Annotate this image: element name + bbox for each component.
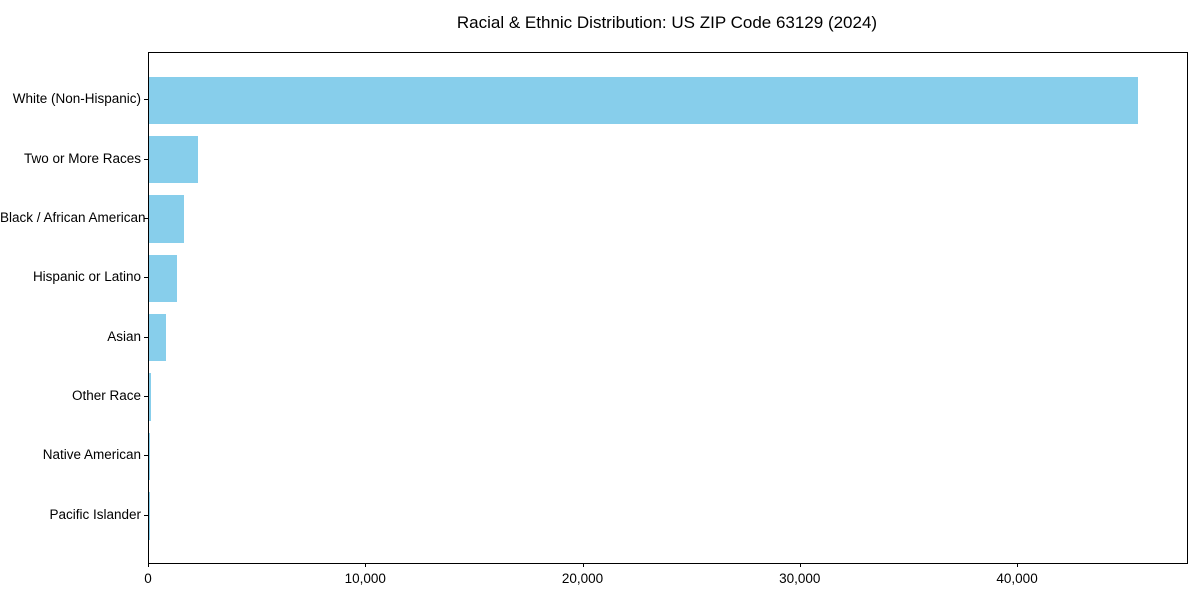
y-tick-mark [144, 336, 148, 338]
y-tick-label: Pacific Islander [49, 506, 141, 522]
x-tick-mark [148, 563, 149, 567]
y-tick-mark [144, 514, 148, 516]
bar-asian [149, 313, 167, 362]
y-tick-mark [144, 455, 148, 457]
x-tick-mark [365, 563, 367, 567]
y-tick-label: Native American [42, 447, 141, 463]
x-tick-label: 20,000 [561, 571, 604, 586]
y-tick-label: Asian [107, 328, 141, 344]
y-tick-label: Two or More Races [23, 150, 141, 166]
y-tick-mark [144, 158, 148, 160]
x-tick-mark [582, 563, 584, 567]
chart-title: Racial & Ethnic Distribution: US ZIP Cod… [456, 13, 878, 32]
y-tick-label: Other Race [71, 388, 141, 404]
x-tick-label: 40,000 [996, 571, 1038, 586]
y-tick-label: Hispanic or Latino [32, 269, 141, 285]
bar-other-race [149, 373, 151, 421]
bar-two-or-more-races [149, 135, 198, 184]
x-tick-label: 10,000 [344, 571, 386, 586]
bar-black-african-american [149, 195, 184, 243]
y-tick-mark [144, 396, 148, 398]
x-tick-label: 0 [144, 571, 152, 586]
y-tick-mark [144, 99, 148, 101]
x-tick-mark [1017, 563, 1019, 567]
y-tick-mark [144, 277, 148, 279]
y-tick-label: White (Non-Hispanic) [12, 91, 141, 107]
bar-hispanic-or-latino [149, 254, 177, 303]
y-tick-label: Black / African American [0, 210, 146, 226]
bar-native-american [149, 432, 150, 481]
plot-area [148, 52, 1188, 564]
x-tick-label: 30,000 [779, 571, 821, 586]
y-tick-mark [144, 218, 148, 220]
bar-white-non-hispanic [149, 76, 1138, 125]
x-tick-mark [799, 563, 801, 567]
